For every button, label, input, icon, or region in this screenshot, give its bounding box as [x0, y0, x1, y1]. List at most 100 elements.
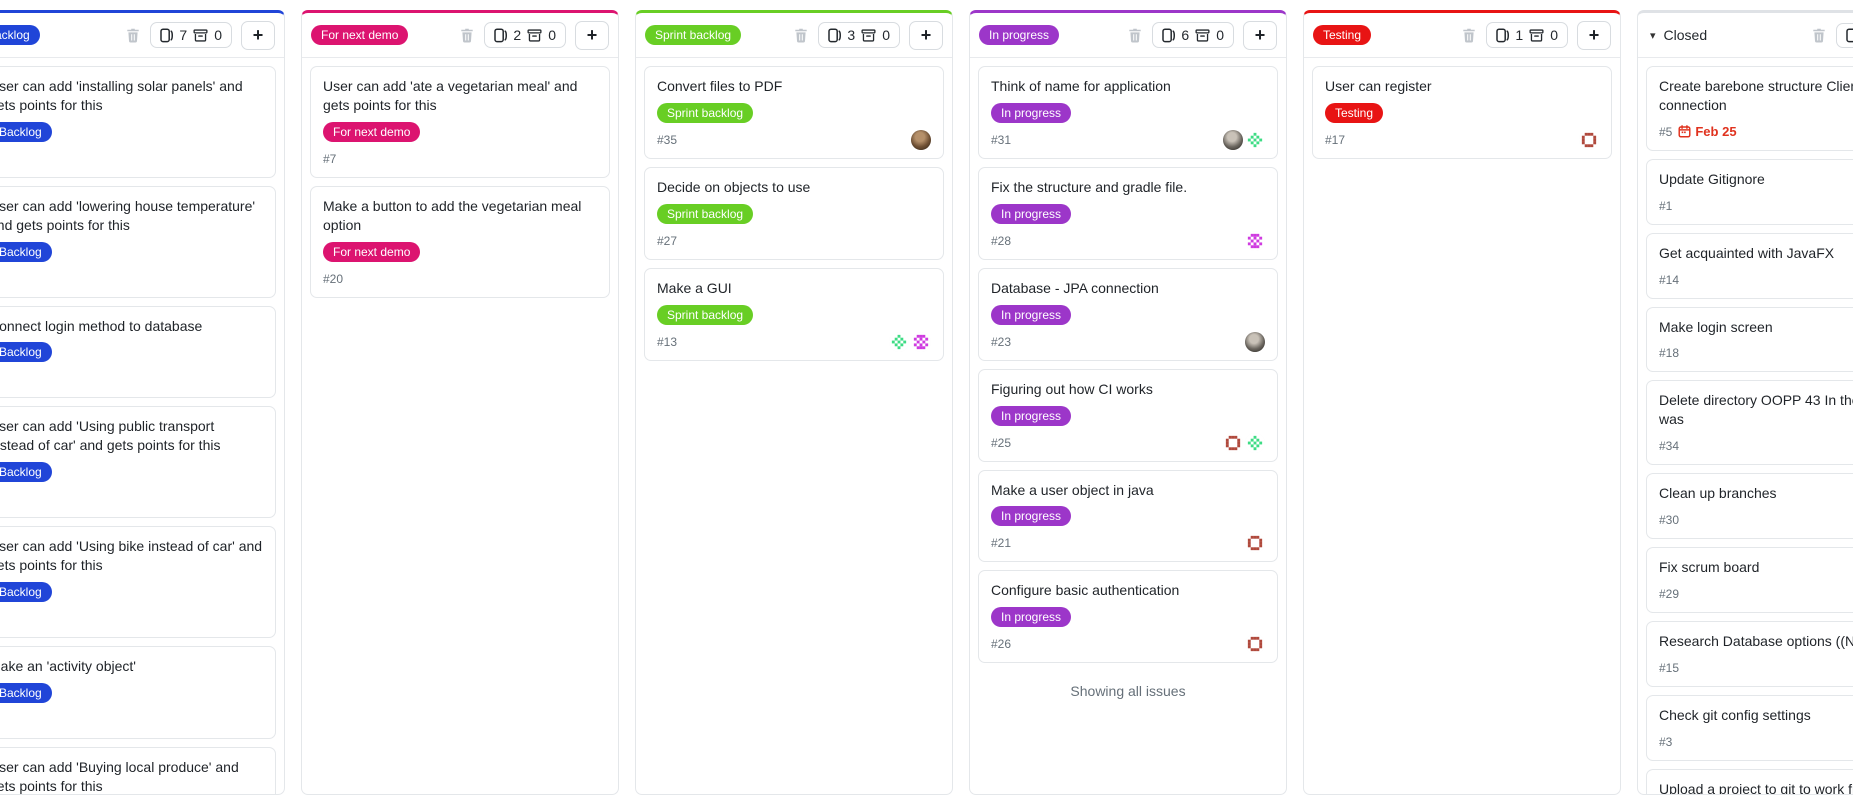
archive-icon	[861, 28, 876, 43]
add-card-button[interactable]: +	[1577, 20, 1611, 50]
trash-icon[interactable]	[1127, 27, 1143, 43]
project-card[interactable]: Check git config settings #3	[1646, 694, 1853, 761]
column-header: Sprint backlog 3 0 +	[636, 13, 952, 58]
issue-number: #3	[1659, 734, 1673, 749]
card-title[interactable]: Think of name for application	[991, 78, 1171, 94]
card-title[interactable]: Fix the structure and gradle file.	[991, 178, 1188, 195]
project-card[interactable]: Configure basic authentication In progre…	[978, 570, 1278, 664]
issue-number: #30	[1659, 513, 1680, 528]
archived-count: 0	[1216, 27, 1224, 43]
card-label: Backlog	[0, 241, 52, 262]
card-label: Sprint backlog	[657, 102, 754, 123]
card-title[interactable]: Check git config settings	[1659, 706, 1811, 723]
project-card[interactable]: User can add 'lowering house temperature…	[0, 185, 276, 298]
card-title[interactable]: Clean up branches	[1659, 485, 1777, 502]
card-title[interactable]: Make login screen	[1659, 318, 1773, 335]
column-in-progress: In progress 6 0 + Think	[969, 10, 1287, 795]
card-title[interactable]: Fix scrum board	[1659, 559, 1760, 576]
project-card[interactable]: Update Gitignore #1	[1646, 158, 1853, 225]
project-card[interactable]: Delete directory OOPP 43 In the beginnin…	[1646, 380, 1853, 466]
identicon-magenta-avatar	[911, 331, 931, 352]
project-card[interactable]: Convert files to PDF Sprint backlog #35	[644, 66, 944, 159]
card-title[interactable]: User can add 'ate a vegetarian meal' and…	[323, 78, 578, 113]
issue-number: #26	[991, 637, 1012, 652]
card-meta-row: #14	[1659, 270, 1853, 290]
card-title: Make an 'activity object'	[0, 658, 136, 675]
project-card[interactable]: Research Database options ((No)SQL?) #15	[1646, 621, 1853, 687]
trash-icon[interactable]	[793, 27, 809, 43]
column-testing: Testing 1 0 + User can r	[1303, 10, 1621, 795]
project-card[interactable]: Make a user object in java In progress #2…	[978, 469, 1278, 563]
project-card[interactable]: Fix scrum board #29	[1646, 547, 1853, 614]
card-label: Sprint backlog	[657, 304, 754, 325]
issue-number: #28	[991, 233, 1012, 248]
project-card[interactable]: User can add 'Buying local produce' and …	[0, 746, 276, 794]
card-title[interactable]: Figuring out how CI works	[991, 380, 1153, 397]
card-title[interactable]: Convert files to PDF	[657, 78, 783, 94]
archived-count: 0	[548, 27, 556, 43]
project-card[interactable]: User can register Testing #17	[1312, 66, 1612, 159]
card-title: User can add 'Using public transport ins…	[0, 418, 221, 454]
project-card[interactable]: Figuring out how CI works In progress #25	[978, 368, 1278, 462]
add-card-button[interactable]: +	[1243, 20, 1277, 50]
project-card[interactable]: Make a button to add the vegetarian meal…	[310, 185, 610, 298]
project-card[interactable]: User can add 'Using public transport ins…	[0, 406, 276, 519]
project-card[interactable]: User can add 'installing solar panels' a…	[0, 66, 276, 178]
add-card-button[interactable]: +	[575, 20, 609, 50]
card-label: In progress	[991, 203, 1072, 224]
showing-all-issues-note: Showing all issues	[1070, 683, 1186, 700]
calendar-icon	[1678, 125, 1691, 138]
card-meta-row: #3	[1659, 732, 1853, 752]
card-title[interactable]: Make a button to add the vegetarian meal…	[323, 197, 582, 233]
project-card[interactable]: User can add 'Using bike instead of car'…	[0, 526, 276, 639]
caret-down-icon[interactable]: ▾	[1650, 29, 1656, 42]
due-date: Feb 25	[1678, 124, 1737, 139]
project-card[interactable]: Think of name for application In progres…	[978, 66, 1278, 159]
project-card[interactable]: Get acquainted with JavaFX #14	[1646, 232, 1853, 299]
project-card[interactable]: Make login screen #18	[1646, 306, 1853, 373]
project-card[interactable]: Make an 'activity object' Backlog	[0, 646, 276, 739]
add-card-button[interactable]: +	[909, 20, 943, 50]
person-photo-avatar	[1223, 129, 1243, 150]
trash-icon[interactable]	[459, 27, 475, 43]
project-card[interactable]: Decide on objects to use Sprint backlog #…	[644, 166, 944, 260]
card-title[interactable]: User can register	[1325, 78, 1432, 94]
project-card[interactable]: User can add 'ate a vegetarian meal' and…	[310, 66, 610, 178]
archive-icon	[193, 28, 208, 43]
card-title[interactable]: Configure basic authentication	[991, 582, 1180, 599]
card-label: Sprint backlog	[657, 203, 754, 224]
column-header: Backlog 7 0 +	[0, 13, 284, 58]
project-card[interactable]: Fix the structure and gradle file. In pr…	[978, 166, 1278, 260]
card-title[interactable]: Upload a project to git to work from	[1659, 780, 1853, 794]
card-title[interactable]: Make a user object in java	[991, 481, 1154, 498]
project-card[interactable]: Upload a project to git to work from #4F…	[1646, 768, 1853, 794]
card-title[interactable]: Research Database options ((No)SQL?)	[1659, 633, 1853, 650]
card-meta-row: #7	[323, 149, 597, 169]
trash-icon[interactable]	[1461, 27, 1477, 43]
add-card-button[interactable]: +	[241, 20, 275, 50]
card-meta-row: #31	[991, 129, 1265, 150]
trash-icon[interactable]	[1811, 27, 1827, 43]
person-photo-avatar	[1245, 331, 1265, 352]
project-board: Backlog 7 0 + User can a	[0, 10, 1853, 795]
card-meta-row: #27	[657, 231, 931, 251]
card-title[interactable]: Decide on objects to use	[657, 178, 811, 195]
card-title[interactable]: Update Gitignore	[1659, 170, 1765, 187]
cards-count-icon	[1162, 27, 1176, 43]
card-title[interactable]: Create barebone structure Client-Server …	[1659, 78, 1853, 113]
project-card[interactable]: Connect login method to database Backlog	[0, 305, 276, 399]
trash-icon[interactable]	[125, 27, 141, 43]
card-title[interactable]: Delete directory OOPP 43 In the beginnin…	[1659, 392, 1853, 428]
card-title[interactable]: Database - JPA connection	[991, 279, 1159, 296]
cards-count: 2	[513, 27, 522, 43]
project-card[interactable]: Make a GUI Sprint backlog #13	[644, 267, 944, 361]
project-card[interactable]: Clean up branches #30	[1646, 473, 1853, 540]
card-meta-row	[0, 489, 263, 509]
project-card[interactable]: Create barebone structure Client-Server …	[1646, 66, 1853, 151]
card-title: User can add 'Buying local produce' and …	[0, 758, 239, 794]
card-title[interactable]: Get acquainted with JavaFX	[1659, 244, 1835, 261]
project-card[interactable]: Database - JPA connection In progress #23	[978, 267, 1278, 361]
card-title[interactable]: Make a GUI	[657, 279, 732, 296]
cards-count: 1	[1515, 27, 1524, 43]
